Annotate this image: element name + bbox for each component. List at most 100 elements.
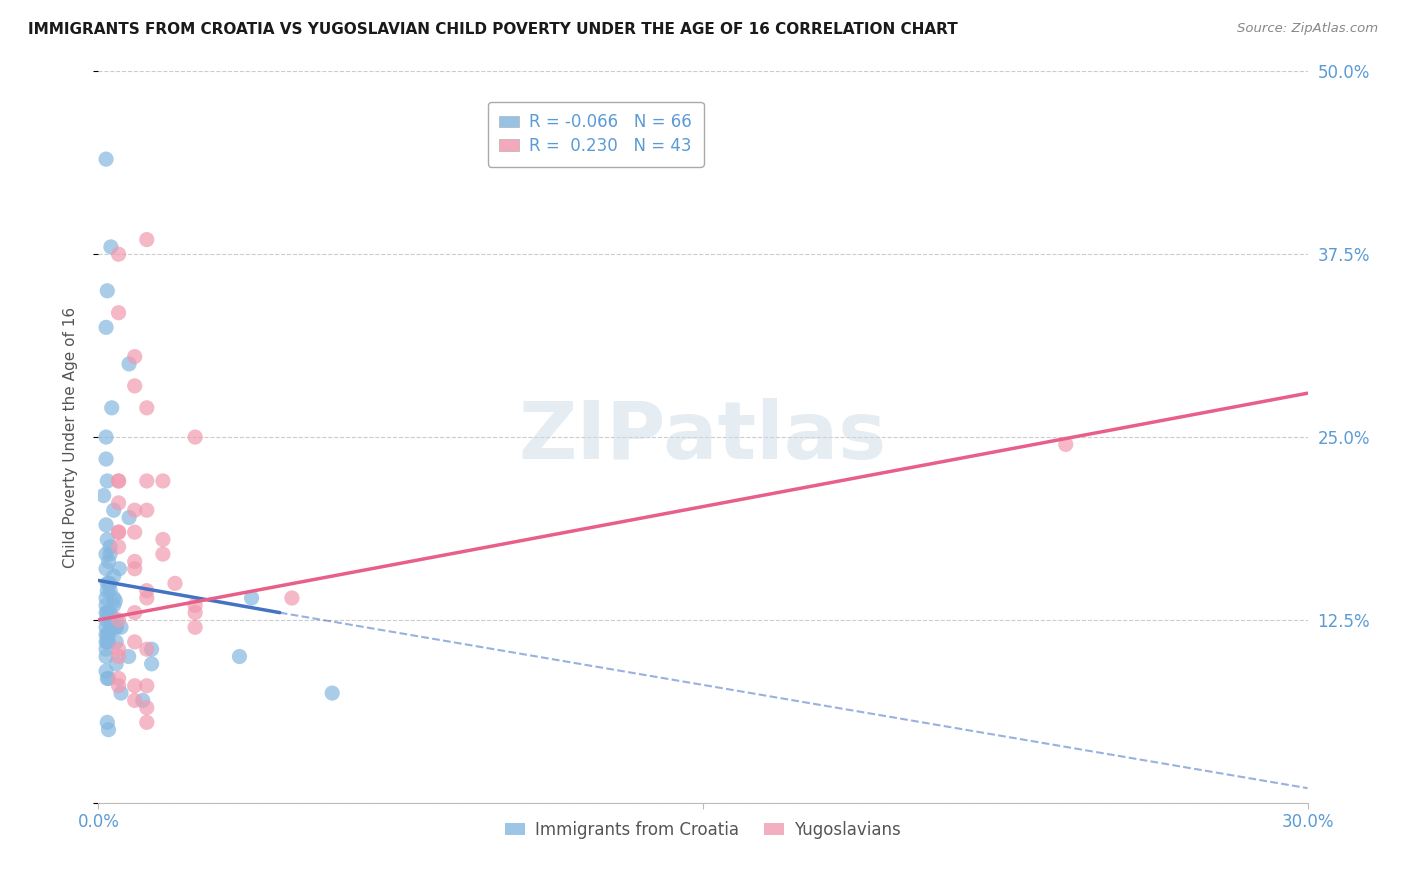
Point — [124, 554, 146, 568]
Point — [94, 562, 117, 576]
Point — [94, 517, 117, 532]
Point — [96, 583, 118, 598]
Point — [96, 284, 118, 298]
Point — [105, 635, 128, 649]
Point — [107, 540, 129, 554]
Point — [98, 547, 121, 561]
Point — [100, 240, 122, 254]
Point — [105, 613, 128, 627]
Point — [184, 606, 207, 620]
Point — [103, 503, 125, 517]
Point — [97, 606, 120, 620]
Point — [105, 620, 128, 634]
Point — [124, 503, 146, 517]
Point — [135, 401, 157, 415]
Point — [94, 547, 117, 561]
Point — [141, 657, 163, 671]
Point — [135, 583, 157, 598]
Point — [96, 474, 118, 488]
Point — [107, 642, 129, 657]
Point — [94, 613, 117, 627]
Point — [135, 700, 157, 714]
Point — [107, 306, 129, 320]
Point — [94, 635, 117, 649]
Text: Source: ZipAtlas.com: Source: ZipAtlas.com — [1237, 22, 1378, 36]
Point — [184, 430, 207, 444]
Point — [135, 642, 157, 657]
Point — [118, 357, 141, 371]
Point — [94, 591, 117, 605]
Point — [93, 489, 115, 503]
Point — [152, 533, 174, 547]
Point — [184, 599, 207, 613]
Point — [107, 525, 129, 540]
Point — [107, 247, 129, 261]
Point — [96, 606, 118, 620]
Point — [118, 510, 141, 524]
Point — [110, 686, 132, 700]
Point — [94, 152, 117, 166]
Point — [94, 452, 117, 467]
Point — [94, 664, 117, 678]
Point — [96, 715, 118, 730]
Point — [94, 642, 117, 657]
Point — [94, 320, 117, 334]
Point — [97, 723, 120, 737]
Point — [97, 627, 120, 641]
Point — [107, 613, 129, 627]
Text: ZIPatlas: ZIPatlas — [519, 398, 887, 476]
Point — [141, 642, 163, 657]
Point — [124, 379, 146, 393]
Point — [124, 350, 146, 364]
Point — [124, 525, 146, 540]
Point — [103, 569, 125, 583]
Point — [96, 672, 118, 686]
Point — [94, 606, 117, 620]
Point — [98, 583, 121, 598]
Point — [228, 649, 250, 664]
Point — [104, 594, 127, 608]
Point — [98, 613, 121, 627]
Point — [94, 599, 117, 613]
Point — [152, 474, 174, 488]
Point — [103, 599, 125, 613]
Point — [94, 649, 117, 664]
Point — [94, 620, 117, 634]
Point — [124, 562, 146, 576]
Point — [107, 496, 129, 510]
Point — [152, 547, 174, 561]
Point — [97, 635, 120, 649]
Point — [97, 672, 120, 686]
Point — [135, 474, 157, 488]
Point — [107, 679, 129, 693]
Point — [107, 474, 129, 488]
Point — [184, 620, 207, 634]
Point — [96, 533, 118, 547]
Point — [108, 562, 131, 576]
Point — [107, 649, 129, 664]
Point — [94, 430, 117, 444]
Point — [135, 233, 157, 247]
Point — [321, 686, 343, 700]
Point — [124, 693, 146, 707]
Point — [105, 620, 128, 634]
Point — [94, 627, 117, 641]
Point — [118, 649, 141, 664]
Point — [132, 693, 155, 707]
Point — [96, 627, 118, 641]
Point — [135, 679, 157, 693]
Point — [107, 474, 129, 488]
Legend: Immigrants from Croatia, Yugoslavians: Immigrants from Croatia, Yugoslavians — [499, 814, 907, 846]
Point — [97, 554, 120, 568]
Point — [98, 576, 121, 591]
Point — [124, 679, 146, 693]
Point — [105, 657, 128, 671]
Point — [97, 576, 120, 591]
Point — [96, 635, 118, 649]
Point — [107, 672, 129, 686]
Point — [98, 620, 121, 634]
Point — [110, 620, 132, 634]
Point — [240, 591, 263, 605]
Point — [103, 591, 125, 605]
Point — [96, 576, 118, 591]
